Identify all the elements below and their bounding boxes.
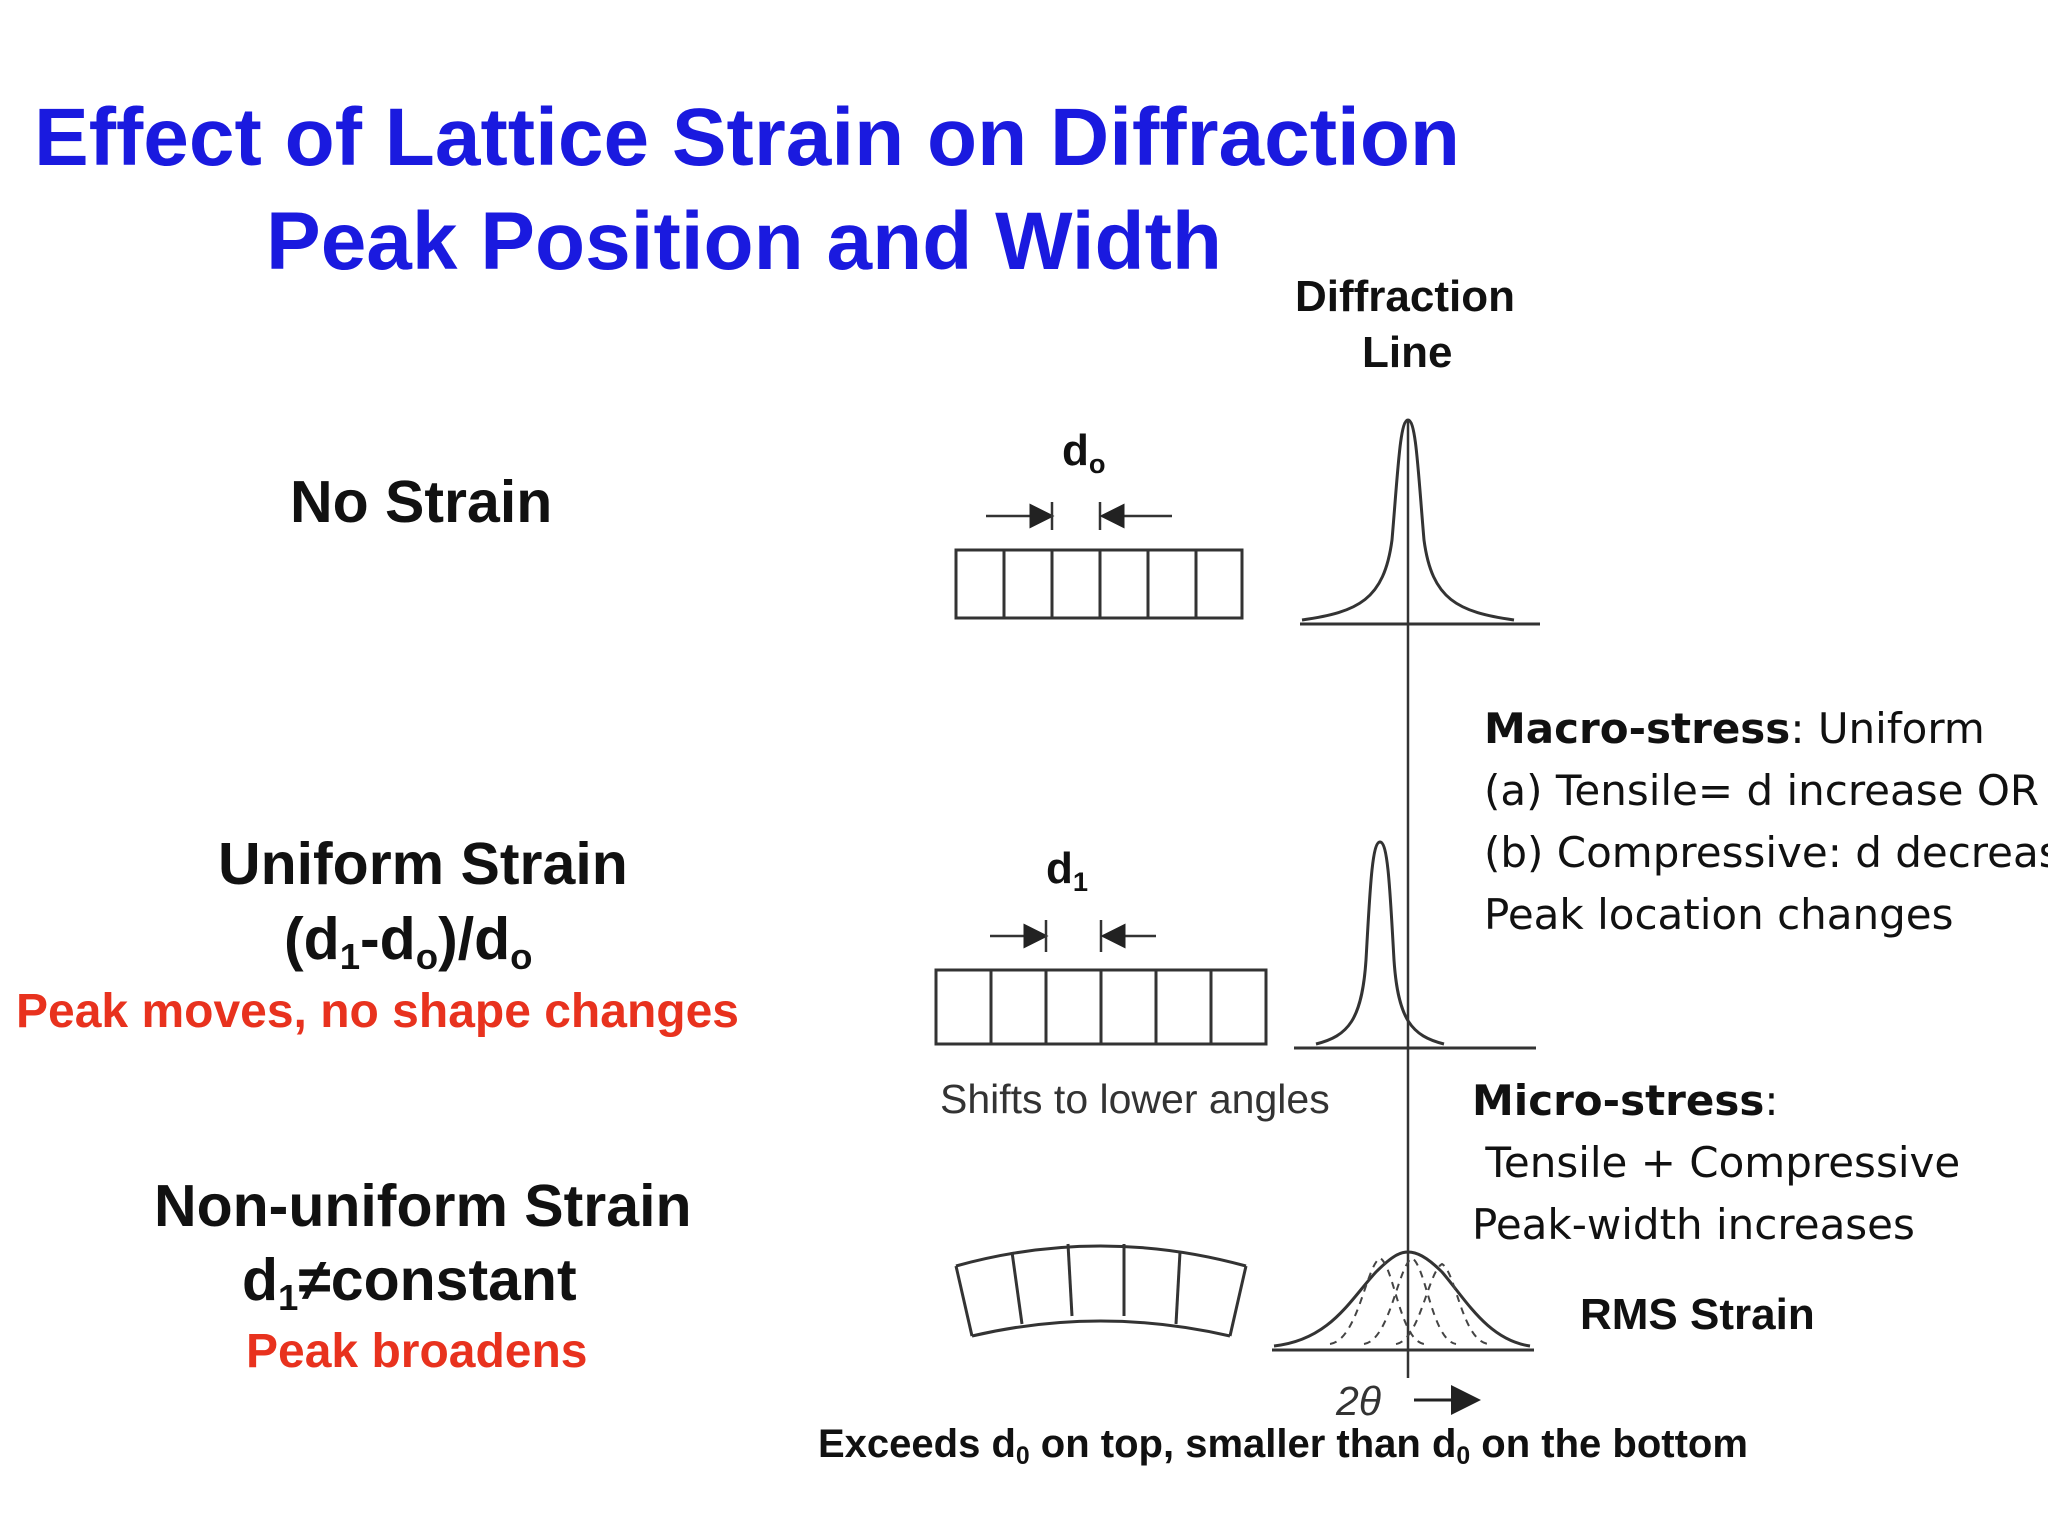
d0-dimension-arrows <box>986 502 1172 530</box>
d1-spacing-label: d1 <box>1046 844 1089 897</box>
two-theta-axis-label: 2θ <box>1336 1378 1382 1424</box>
title-line-2: Peak Position and Width <box>266 196 1223 287</box>
rms-strain-label: RMS Strain <box>1580 1290 1815 1339</box>
nonuniform-strain-label: Non-uniform Strain <box>154 1173 692 1239</box>
uniform-strain-label: Uniform Strain <box>218 831 628 897</box>
bottom-caption: Exceeds d0 on top, smaller than d0 on th… <box>818 1422 1748 1470</box>
nonuniform-strain-lattice <box>954 1243 1248 1338</box>
d1-dimension-arrows <box>990 920 1156 952</box>
no-strain-lattice <box>954 548 1244 620</box>
shift-caption: Shifts to lower angles <box>940 1076 1330 1122</box>
nonuniform-strain-formula: d1≠constant <box>242 1247 577 1319</box>
uniform-strain-peak <box>1315 840 1445 1046</box>
title-line-1: Effect of Lattice Strain on Diffraction <box>34 92 1460 183</box>
broadened-peak <box>1273 1250 1531 1348</box>
nonuniform-strain-effect: Peak broadens <box>246 1325 588 1378</box>
uniform-strain-effect: Peak moves, no shape changes <box>16 985 739 1038</box>
no-strain-peak <box>1301 418 1515 622</box>
d0-spacing-label: do <box>1062 426 1106 479</box>
uniform-strain-lattice <box>934 968 1268 1046</box>
diffraction-line-label-2: Line <box>1362 328 1453 377</box>
component-peaks <box>1329 1256 1489 1345</box>
uniform-strain-formula: (d1-do)/do <box>284 906 533 978</box>
macro-stress-note: Macro-stress: Uniform (a) Tensile= d inc… <box>1484 704 2048 939</box>
no-strain-label: No Strain <box>290 469 553 535</box>
diffraction-line-label-1: Diffraction <box>1295 272 1515 321</box>
micro-stress-note: Micro-stress: Tensile + Compressive Peak… <box>1472 1076 1961 1249</box>
